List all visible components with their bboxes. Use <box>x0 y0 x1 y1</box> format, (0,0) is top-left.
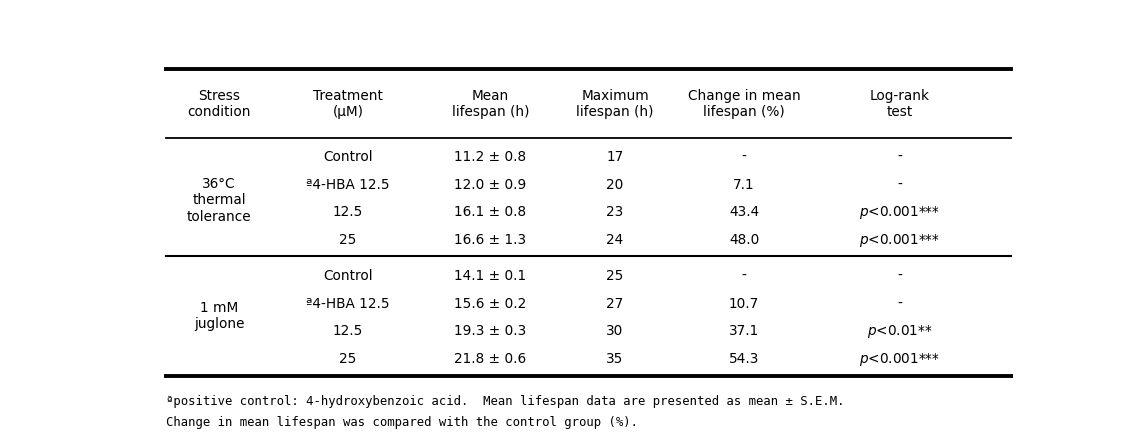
Text: 11.2 ± 0.8: 11.2 ± 0.8 <box>455 150 527 164</box>
Text: Control: Control <box>324 269 373 283</box>
Text: $\it{p}$<0.001***: $\it{p}$<0.001*** <box>859 204 940 221</box>
Text: Maximum
lifespan (h): Maximum lifespan (h) <box>576 89 654 119</box>
Text: Treatment
(μM): Treatment (μM) <box>313 89 383 119</box>
Text: 21.8 ± 0.6: 21.8 ± 0.6 <box>455 352 527 366</box>
Text: 25: 25 <box>340 352 357 366</box>
Text: 15.6 ± 0.2: 15.6 ± 0.2 <box>455 297 527 311</box>
Text: 7.1: 7.1 <box>734 178 755 192</box>
Text: -: - <box>742 269 746 283</box>
Text: 27: 27 <box>606 297 623 311</box>
Text: 48.0: 48.0 <box>729 233 759 247</box>
Text: 10.7: 10.7 <box>729 297 759 311</box>
Text: ª4-HBA 12.5: ª4-HBA 12.5 <box>307 297 390 311</box>
Text: 20: 20 <box>606 178 623 192</box>
Text: 43.4: 43.4 <box>729 206 759 220</box>
Text: Change in mean lifespan was compared with the control group (%).: Change in mean lifespan was compared wit… <box>165 416 638 429</box>
Text: 12.5: 12.5 <box>333 206 363 220</box>
Text: 54.3: 54.3 <box>729 352 759 366</box>
Text: 24: 24 <box>606 233 623 247</box>
Text: $\it{p}$<0.01**: $\it{p}$<0.01** <box>867 323 932 340</box>
Text: 12.5: 12.5 <box>333 324 363 338</box>
Text: -: - <box>742 150 746 164</box>
Text: Log-rank
test: Log-rank test <box>870 89 930 119</box>
Text: 25: 25 <box>340 233 357 247</box>
Text: 25: 25 <box>606 269 623 283</box>
Text: 37.1: 37.1 <box>729 324 759 338</box>
Text: ª4-HBA 12.5: ª4-HBA 12.5 <box>307 178 390 192</box>
Text: 12.0 ± 0.9: 12.0 ± 0.9 <box>455 178 527 192</box>
Text: -: - <box>898 297 902 311</box>
Text: Mean
lifespan (h): Mean lifespan (h) <box>451 89 529 119</box>
Text: -: - <box>898 150 902 164</box>
Text: 30: 30 <box>606 324 623 338</box>
Text: ªpositive control: 4-hydroxybenzoic acid.  Mean lifespan data are presented as m: ªpositive control: 4-hydroxybenzoic acid… <box>165 395 844 408</box>
Text: 19.3 ± 0.3: 19.3 ± 0.3 <box>455 324 527 338</box>
Text: $\it{p}$<0.001***: $\it{p}$<0.001*** <box>859 350 940 367</box>
Text: 23: 23 <box>606 206 623 220</box>
Text: 1 mM
juglone: 1 mM juglone <box>194 301 245 331</box>
Text: 36°C
thermal
tolerance: 36°C thermal tolerance <box>187 177 251 224</box>
Text: 16.6 ± 1.3: 16.6 ± 1.3 <box>455 233 527 247</box>
Text: -: - <box>898 178 902 192</box>
Text: $\it{p}$<0.001***: $\it{p}$<0.001*** <box>859 232 940 249</box>
Text: 35: 35 <box>606 352 623 366</box>
Text: 17: 17 <box>606 150 623 164</box>
Text: Stress
condition: Stress condition <box>187 89 251 119</box>
Text: Control: Control <box>324 150 373 164</box>
Text: Change in mean
lifespan (%): Change in mean lifespan (%) <box>688 89 800 119</box>
Text: -: - <box>898 269 902 283</box>
Text: 14.1 ± 0.1: 14.1 ± 0.1 <box>455 269 527 283</box>
Text: 16.1 ± 0.8: 16.1 ± 0.8 <box>455 206 527 220</box>
